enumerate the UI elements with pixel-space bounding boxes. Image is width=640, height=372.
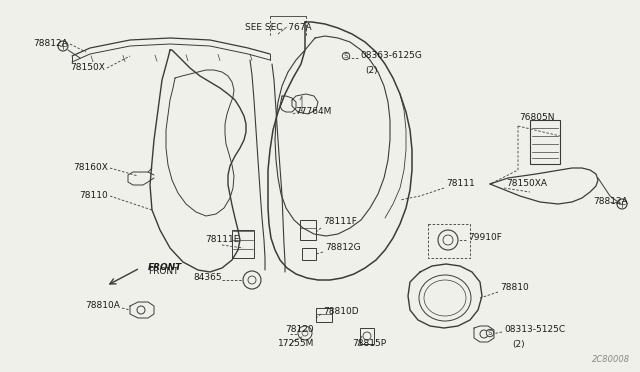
Text: 78111: 78111 (446, 180, 475, 189)
Text: (2): (2) (365, 65, 378, 74)
Text: 78111E: 78111E (205, 235, 239, 244)
Bar (360, 328, 374, 344)
Text: 08363-6125G: 08363-6125G (360, 51, 422, 61)
Text: 79910F: 79910F (468, 234, 502, 243)
Text: 76805N: 76805N (519, 113, 554, 122)
Bar (300, 220, 316, 240)
Bar (530, 120, 560, 164)
Text: 78810A: 78810A (85, 301, 120, 311)
Text: 17255M: 17255M (278, 340, 314, 349)
Text: S: S (344, 53, 348, 59)
Bar (232, 230, 254, 258)
Text: 78160X: 78160X (73, 164, 108, 173)
Text: 84365: 84365 (193, 273, 222, 282)
Text: 78812A: 78812A (593, 198, 628, 206)
Text: 77764M: 77764M (295, 108, 332, 116)
Text: FRONT: FRONT (148, 263, 182, 273)
Text: 78815P: 78815P (352, 340, 386, 349)
Text: 78812A: 78812A (33, 39, 68, 48)
Bar (302, 248, 316, 260)
Text: S: S (488, 330, 492, 336)
Text: 78111F: 78111F (323, 218, 357, 227)
Text: 78120: 78120 (285, 326, 314, 334)
Text: 78810D: 78810D (323, 308, 358, 317)
Text: 08313-5125C: 08313-5125C (504, 326, 565, 334)
Text: SEE SEC. 767A: SEE SEC. 767A (244, 23, 311, 32)
Text: 78810: 78810 (500, 283, 529, 292)
Text: (2): (2) (512, 340, 525, 349)
Text: 78812G: 78812G (325, 244, 360, 253)
Text: FRONT: FRONT (148, 267, 179, 276)
Text: 78150XA: 78150XA (506, 180, 547, 189)
Bar (316, 308, 332, 322)
Text: 2C80008: 2C80008 (592, 356, 630, 365)
Text: 78110: 78110 (79, 192, 108, 201)
Text: 78150X: 78150X (70, 64, 105, 73)
